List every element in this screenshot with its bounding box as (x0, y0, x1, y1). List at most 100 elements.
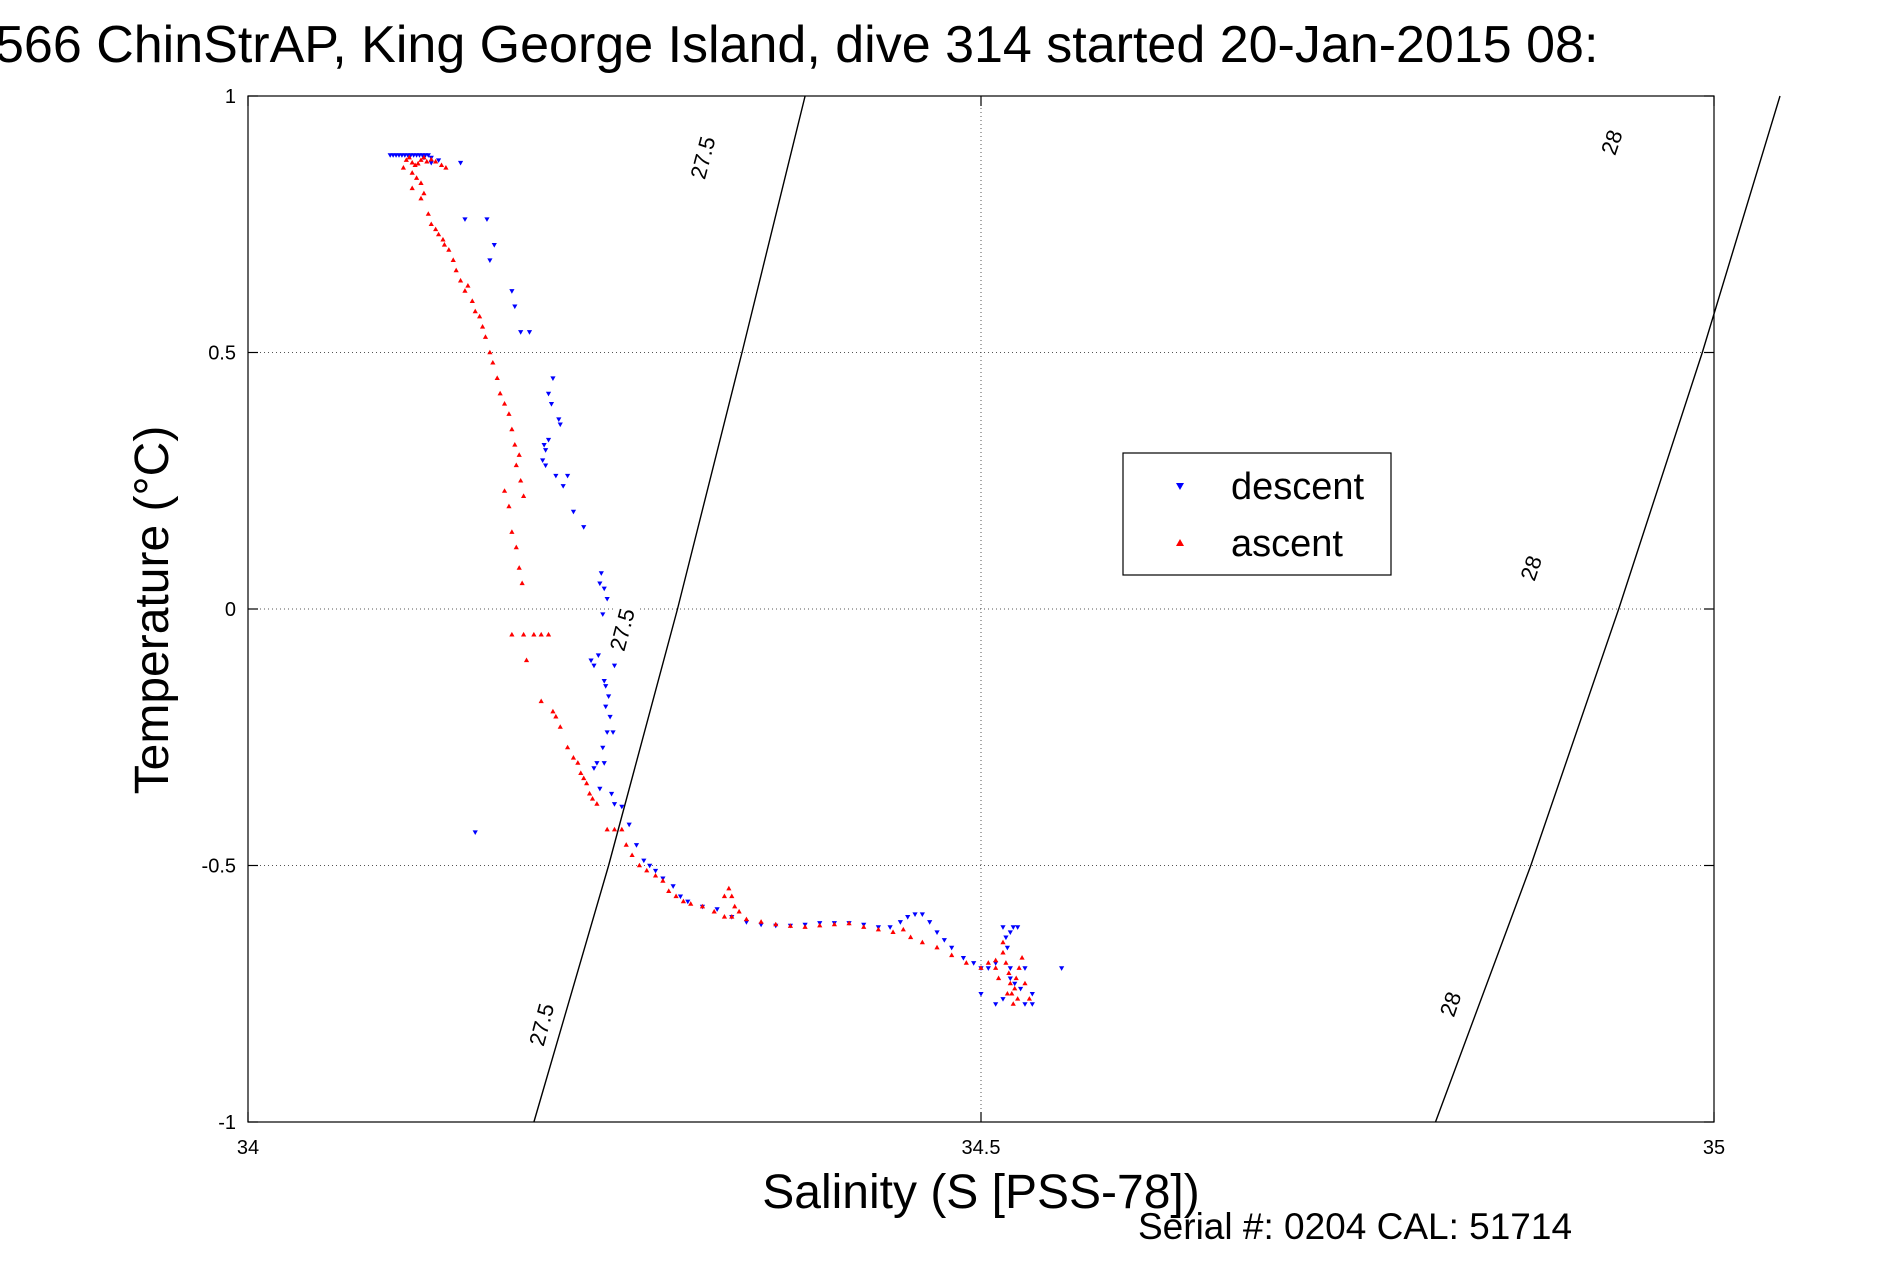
descent-point (606, 694, 612, 700)
ascent-point (469, 298, 475, 303)
y-axis-label: Temperature (°C) (126, 426, 179, 795)
descent-point (1029, 991, 1035, 997)
descent-point (652, 868, 659, 874)
ascent-point (908, 934, 914, 940)
ascent-point (629, 852, 635, 858)
descent-point (1007, 930, 1013, 935)
ascent-point (446, 247, 452, 252)
ascent-point (1000, 949, 1006, 955)
ascent-point (581, 775, 587, 781)
ascent-point (985, 960, 991, 965)
descent-point (425, 153, 431, 158)
ascent-point (666, 888, 672, 893)
descent-point (905, 915, 911, 920)
descent-point (594, 761, 600, 766)
descent-point (542, 448, 549, 453)
ascent-point (604, 826, 610, 832)
ascent-point (424, 158, 430, 164)
descent-point (1010, 925, 1016, 930)
ascent-point (619, 826, 625, 832)
ascent-point (802, 924, 808, 929)
descent-point (526, 330, 533, 335)
descent-point (600, 745, 606, 751)
ascent-point (512, 442, 518, 447)
ascent-point (995, 975, 1002, 981)
ascent-point (435, 231, 442, 237)
ascent-point (479, 324, 486, 329)
ascent-point (513, 544, 519, 550)
descent-point (560, 484, 566, 489)
ascent-point (428, 156, 434, 162)
ascent-point (993, 965, 999, 970)
descent-point (591, 663, 597, 669)
descent-point (1000, 997, 1006, 1002)
ascent-point (623, 842, 629, 847)
descent-point (1029, 1002, 1035, 1007)
descent-point (993, 961, 999, 966)
contour-line-28 (1434, 95, 1781, 1123)
ascent-point (501, 401, 508, 406)
descent-point (1003, 935, 1009, 941)
contour-label: 27.5 (605, 606, 640, 654)
ascent-point (521, 631, 527, 637)
descent-point (1007, 966, 1013, 971)
descent-point (1017, 986, 1024, 992)
ascent-point (773, 921, 779, 927)
ascent-point (523, 657, 530, 663)
ascent-point (438, 162, 445, 168)
descent-point (570, 509, 577, 515)
ascent-point (729, 893, 735, 899)
descent-point (960, 956, 967, 961)
ascent-point (900, 926, 906, 932)
descent-point (677, 894, 684, 900)
ascent-point (440, 236, 446, 242)
ascent-point (743, 916, 750, 922)
descent-point (985, 966, 991, 971)
ascent-point (550, 708, 556, 714)
ascent-point (831, 921, 837, 927)
descent-point (971, 961, 977, 966)
contour-line-27-5 (533, 95, 806, 1123)
descent-point (1022, 1002, 1028, 1007)
ascent-point (1000, 939, 1006, 945)
ascent-point (1022, 980, 1028, 986)
ascent-point (1015, 996, 1021, 1001)
y-tick-label: -0.5 (202, 856, 236, 878)
descent-point (541, 443, 547, 448)
ascent-point (497, 390, 503, 396)
series-ascent (400, 154, 1032, 1006)
ascent-point (472, 308, 478, 314)
ascent-point (521, 493, 527, 498)
ascent-point (418, 195, 424, 201)
ascent-point (721, 893, 728, 899)
ascent-point (1006, 970, 1012, 976)
descent-point (897, 920, 903, 925)
ascent-point (545, 631, 552, 637)
ascent-point (453, 267, 459, 273)
ascent-point (1010, 1001, 1016, 1006)
axis-ticks: 34 34.5 35 -1 -0.5 0 0.5 1 (202, 86, 1726, 1159)
descent-point (941, 938, 947, 943)
contour-label-bg (603, 601, 641, 658)
x-axis-label: Salinity (S [PSS-78]) (762, 1166, 1199, 1219)
ascent-point (557, 724, 563, 729)
legend-box (1122, 452, 1392, 576)
ascent-point (721, 914, 728, 919)
descent-point (758, 922, 764, 928)
ascent-point (1009, 990, 1015, 996)
descent-point (603, 704, 609, 710)
descent-point (484, 217, 490, 222)
descent-point (1004, 945, 1010, 951)
descent-point (611, 663, 618, 669)
ascent-point (846, 920, 852, 926)
ascent-point (490, 359, 496, 365)
ascent-point (1019, 955, 1025, 960)
ascent-point (516, 565, 522, 570)
ascent-point (570, 754, 577, 760)
ascent-point (729, 914, 735, 919)
ascent-point (949, 952, 955, 958)
x-tick-label: 34 (237, 1137, 259, 1159)
ascent-point (409, 185, 415, 191)
data-points (387, 153, 1065, 1007)
ascent-point (578, 770, 584, 775)
